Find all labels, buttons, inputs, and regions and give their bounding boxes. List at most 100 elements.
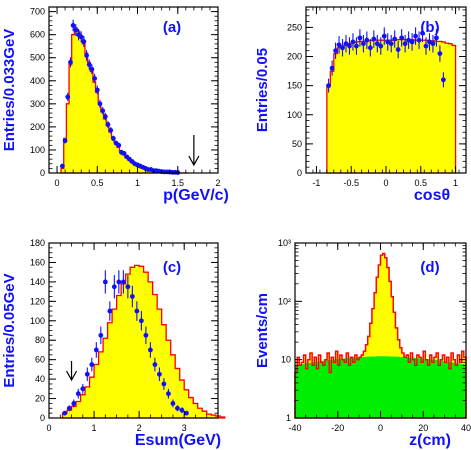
panel-c: 0 1 2 3 0 20 40 60 80 100 120 140 160 180 Esum(GeV) Ent… <box>1 238 226 449</box>
data-point <box>107 308 113 314</box>
y-axis-label: Entries/0.033GeV <box>1 29 18 152</box>
data-point <box>371 36 377 42</box>
y-tick-label: 250 <box>287 22 302 32</box>
data-point <box>329 65 335 71</box>
data-point <box>175 405 180 411</box>
y-tick-label: 150 <box>287 81 302 91</box>
x-tick-label: -40 <box>288 423 301 433</box>
y-axis-label: Entries/0.05 <box>254 48 271 132</box>
x-tick-label: 1.5 <box>172 178 185 188</box>
data-point <box>357 35 363 41</box>
x-tick-label: 1 <box>453 178 458 188</box>
data-point <box>166 391 171 397</box>
y-tick-label: 20 <box>35 394 45 404</box>
x-tick-label: 1 <box>135 178 140 188</box>
x-tick-label: 2 <box>137 423 142 433</box>
data-point <box>378 43 384 49</box>
data-point <box>84 53 89 58</box>
data-point <box>111 284 117 290</box>
data-point <box>89 362 95 367</box>
x-tick-label: 20 <box>418 423 428 433</box>
histogram-mc <box>326 38 457 174</box>
data-point <box>440 77 446 83</box>
x-tick-label: 0 <box>378 423 383 433</box>
data-point <box>367 45 373 51</box>
data-point <box>340 45 345 51</box>
data-point <box>184 410 189 416</box>
data-point <box>402 41 408 47</box>
panel-b: -1 -0.5 0 0.5 1 0 50 100 150 200 250 cosθ Entries/0.… <box>254 6 467 204</box>
data-point <box>413 33 418 39</box>
x-tick-label: 2 <box>215 178 220 188</box>
y-axis-label: Entries/0.05GeV <box>1 273 18 387</box>
x-axis-label: z(cm) <box>409 432 451 449</box>
x-tick-label: 1 <box>92 423 97 433</box>
y-tick-label: 160 <box>30 257 45 267</box>
data-point <box>152 362 158 367</box>
data-point <box>409 39 415 45</box>
y-tick-label: 1 <box>286 413 291 423</box>
data-point <box>73 27 79 33</box>
data-point <box>392 36 398 42</box>
data-point <box>354 43 359 49</box>
y-tick-label: 10³ <box>278 238 291 248</box>
data-point <box>437 51 443 56</box>
data-point <box>148 347 153 353</box>
data-point <box>84 371 90 377</box>
data-point <box>364 37 370 43</box>
y-tick-label: 0 <box>40 168 45 178</box>
histogram-outline <box>294 252 467 419</box>
y-tick-label: 500 <box>30 53 45 63</box>
data-point <box>343 41 349 47</box>
data-point <box>138 318 144 324</box>
x-tick-label: 0 <box>383 178 388 188</box>
data-point <box>116 142 122 148</box>
panel-d: -40 -20 0 20 40 1 10 10² 10³ z(cm) Events/cm (d) <box>254 238 471 449</box>
panel-label: (a) <box>163 19 181 36</box>
y-tick-label: 600 <box>30 30 45 40</box>
panel-a: 0 0.5 1 1.5 2 0 100 200 300 400 500 600 700 p(GeV/c) E… <box>1 6 229 204</box>
y-tick-label: 100 <box>30 316 45 326</box>
y-tick-label: 300 <box>30 99 45 109</box>
data-point <box>430 41 436 47</box>
data-point <box>399 35 405 41</box>
y-tick-label: 400 <box>30 76 45 86</box>
y-tick-label: 200 <box>30 122 45 132</box>
data-point <box>62 410 68 416</box>
data-point <box>170 401 176 406</box>
x-axis-label: cosθ <box>414 187 450 204</box>
data-point <box>420 30 425 36</box>
data-point <box>434 35 439 41</box>
data-point <box>89 66 95 72</box>
y-tick-label: 60 <box>35 355 45 365</box>
x-axis-label: p(GeV/c) <box>163 187 229 204</box>
x-tick-label: 0 <box>55 178 60 188</box>
data-point <box>347 43 352 49</box>
x-tick-label: 0 <box>46 423 51 433</box>
data-point <box>374 41 380 47</box>
data-point <box>100 108 106 114</box>
y-tick-label: 10 <box>281 355 291 365</box>
data-point <box>388 41 394 47</box>
x-tick-label: 40 <box>461 423 471 433</box>
data-point <box>71 401 77 406</box>
y-tick-label: 200 <box>287 52 302 62</box>
data-point <box>116 279 122 285</box>
x-tick-label: 0.5 <box>415 178 428 188</box>
data-point <box>179 407 185 413</box>
data-point <box>93 347 99 353</box>
data-point <box>70 23 76 28</box>
y-tick-label: 100 <box>30 145 45 155</box>
data-point <box>381 33 387 39</box>
data-point <box>102 279 108 285</box>
data-point <box>94 87 100 93</box>
y-tick-label: 50 <box>292 139 302 149</box>
data-point <box>97 101 103 107</box>
data-point <box>66 405 72 411</box>
panel-label: (c) <box>163 259 181 276</box>
data-point <box>129 294 135 299</box>
cut-arrow <box>66 361 78 382</box>
x-tick-label: -20 <box>331 423 344 433</box>
data-point <box>416 37 422 43</box>
